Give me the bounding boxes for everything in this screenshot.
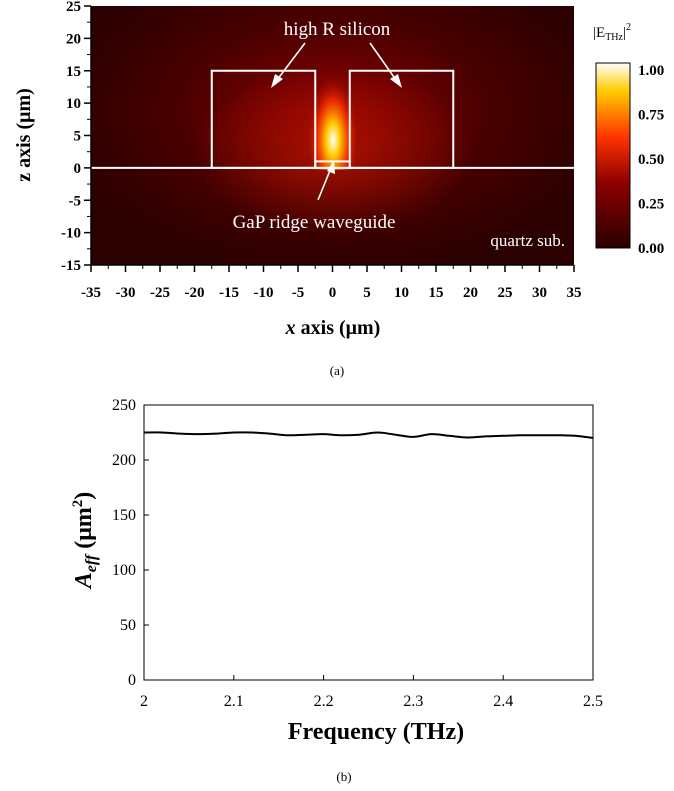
annotation-arrow-left — [276, 42, 306, 81]
aeff-x-tick-label: 2.5 — [583, 693, 603, 710]
field-map-panel: -35 -30 -25 -20 -15 -10 -5 0 5 10 15 20 25 30 35 -15 -10… — [13, 0, 664, 378]
effective-area-plot-frame — [143, 404, 594, 681]
aeff-y-tick-label: 150 — [112, 507, 136, 524]
map-x-tick-label: -15 — [219, 285, 239, 301]
field-map-axes: -35 -30 -25 -20 -15 -10 -5 0 5 10 15 20 25 30 35 -15 -10… — [61, 0, 582, 301]
field-map-x-label: x axis (μm) — [285, 317, 381, 339]
aeff-y-tick-label: 250 — [112, 397, 136, 414]
colorbar-tick-label: 0.75 — [638, 108, 664, 124]
caption-b: (b) — [336, 769, 351, 784]
map-x-tick-label: -10 — [254, 285, 274, 301]
map-x-tick-label: 5 — [363, 285, 371, 301]
colorbar — [595, 62, 631, 249]
aeff-x-tick-label: 2.4 — [493, 693, 513, 710]
colorbar-tick-label: 0.50 — [638, 152, 664, 168]
map-x-tick-label: 20 — [463, 285, 478, 301]
map-y-tick-label: 0 — [74, 161, 82, 177]
map-x-tick-label: 10 — [394, 285, 409, 301]
annotation-gap-ridge: GaP ridge waveguide — [233, 212, 396, 233]
field-map-y-label: z axis (μm) — [13, 88, 35, 182]
map-x-tick-label: 15 — [429, 285, 444, 301]
aeff-y-tick-label: 200 — [112, 452, 136, 469]
colorbar-tick-label: 1.00 — [638, 63, 664, 79]
annotation-arrowhead-right — [390, 74, 402, 88]
map-y-tick-label: -15 — [61, 258, 81, 274]
annotation-arrowhead-left — [271, 74, 283, 88]
aeff-x-tick-label: 2 — [140, 693, 148, 710]
aeff-y-tick-label: 50 — [120, 617, 136, 634]
map-y-tick-label: 15 — [66, 64, 81, 80]
colorbar-tick-label: 0.25 — [638, 197, 664, 213]
annotation-arrow-ridge — [317, 167, 332, 201]
annotation-quartz-substrate: quartz sub. — [490, 231, 565, 250]
aeff-y-tick-label: 100 — [112, 562, 136, 579]
aeff-y-tick-label: 0 — [128, 672, 136, 689]
effective-area-x-label: Frequency (THz) — [288, 719, 464, 745]
map-x-tick-label: -25 — [150, 285, 170, 301]
map-y-tick-label: 5 — [74, 129, 82, 145]
map-y-tick-label: 10 — [66, 96, 81, 112]
aeff-x-tick-label: 2.3 — [403, 693, 423, 710]
aeff-x-tick-label: 2.1 — [224, 693, 244, 710]
colorbar-ticks: 0.00 0.25 0.50 0.75 1.00 — [638, 63, 664, 257]
effective-area-axes: 2 2.1 2.2 2.3 2.4 2.5 0 50 100 150 200 250 — [112, 397, 603, 710]
effective-area-panel: 2 2.1 2.2 2.3 2.4 2.5 0 50 100 150 200 250 Frequenc… — [70, 397, 603, 784]
map-x-tick-label: -20 — [185, 285, 205, 301]
colorbar-tick-label: 0.00 — [638, 241, 664, 257]
field-core-glow — [300, 60, 366, 170]
aeff-x-tick-label: 2.2 — [314, 693, 334, 710]
map-x-tick-label: 30 — [532, 285, 547, 301]
map-x-tick-label: -5 — [292, 285, 305, 301]
map-x-tick-label: 0 — [329, 285, 337, 301]
annotation-high-r-silicon: high R silicon — [284, 19, 391, 40]
colorbar-title: |ETHz|2 — [593, 22, 631, 43]
caption-a: (a) — [330, 363, 344, 378]
map-y-tick-label: -10 — [61, 226, 81, 242]
annotation-arrow-right — [369, 42, 397, 81]
map-y-tick-label: -5 — [69, 193, 82, 209]
map-y-tick-label: 20 — [66, 31, 81, 47]
map-x-tick-label: 35 — [567, 285, 582, 301]
effective-area-series-line — [143, 431, 594, 439]
map-x-tick-label: -35 — [81, 285, 101, 301]
annotation-arrowhead-ridge — [327, 160, 335, 174]
map-y-tick-label: 25 — [66, 0, 81, 15]
map-x-tick-label: -30 — [116, 285, 136, 301]
map-x-tick-label: 25 — [498, 285, 513, 301]
effective-area-y-label: Aeff (μm2) — [70, 492, 100, 591]
